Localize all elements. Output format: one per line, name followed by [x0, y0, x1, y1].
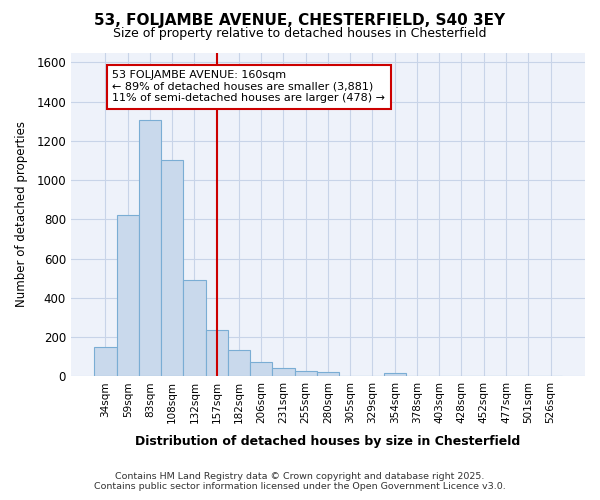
Text: 53 FOLJAMBE AVENUE: 160sqm
← 89% of detached houses are smaller (3,881)
11% of s: 53 FOLJAMBE AVENUE: 160sqm ← 89% of deta… [112, 70, 385, 103]
Y-axis label: Number of detached properties: Number of detached properties [15, 122, 28, 308]
X-axis label: Distribution of detached houses by size in Chesterfield: Distribution of detached houses by size … [136, 434, 521, 448]
Bar [295, 372, 317, 376]
Bar [250, 362, 272, 376]
Text: Contains HM Land Registry data © Crown copyright and database right 2025.
Contai: Contains HM Land Registry data © Crown c… [94, 472, 506, 491]
Bar [161, 160, 184, 376]
Bar [116, 216, 139, 376]
Bar [383, 374, 406, 376]
Text: 53, FOLJAMBE AVENUE, CHESTERFIELD, S40 3EY: 53, FOLJAMBE AVENUE, CHESTERFIELD, S40 3… [94, 12, 506, 28]
Bar [206, 330, 228, 376]
Bar [317, 372, 339, 376]
Bar [228, 350, 250, 376]
Bar [94, 347, 116, 376]
Bar [184, 280, 206, 376]
Text: Size of property relative to detached houses in Chesterfield: Size of property relative to detached ho… [113, 28, 487, 40]
Bar [139, 120, 161, 376]
Bar [272, 368, 295, 376]
